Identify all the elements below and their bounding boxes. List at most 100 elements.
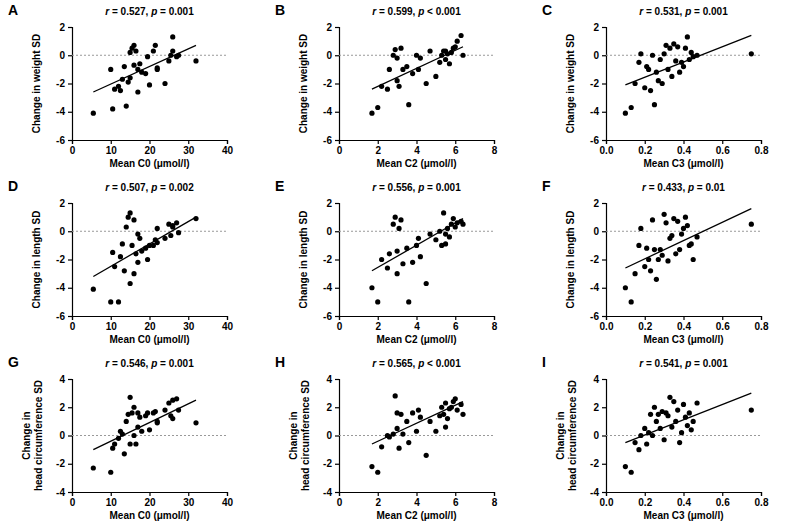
point (170, 416, 175, 421)
y-tick-mark (602, 288, 606, 289)
y-tick-mark (335, 464, 339, 465)
data-layer (606, 209, 761, 305)
point (652, 102, 657, 107)
fit-line (372, 219, 463, 271)
y-axis: -6-4-202 (590, 22, 606, 146)
x-tick: 0.6 (716, 492, 730, 508)
data-layer (339, 33, 494, 116)
point (193, 420, 198, 425)
point (629, 299, 634, 304)
x-tick: 20 (144, 140, 156, 156)
y-tick-mark (68, 140, 72, 141)
x-tick-mark (683, 492, 684, 496)
data-layer (339, 393, 494, 474)
point (133, 441, 138, 446)
x-tick: 0.2 (638, 316, 652, 332)
point (665, 413, 670, 418)
y-tick-label: -4 (56, 106, 65, 117)
x-tick-label: 8 (492, 497, 498, 508)
y-tick-mark (335, 140, 339, 141)
y-tick: -2 (323, 254, 339, 265)
y-tick-mark (68, 288, 72, 289)
x-axis-line (73, 493, 228, 497)
panel: 02468-6-4-202Br = 0.599, p < 0.001Mean C… (275, 2, 498, 169)
point (143, 71, 148, 76)
point (443, 400, 448, 405)
y-tick: 0 (593, 226, 606, 237)
point (654, 277, 659, 282)
y-tick-label: -4 (323, 487, 332, 498)
point (638, 226, 643, 231)
point (691, 257, 696, 262)
point (652, 247, 657, 252)
point (174, 220, 179, 225)
y-tick-mark (68, 231, 72, 232)
point (652, 405, 657, 410)
point (369, 464, 374, 469)
x-tick-label: 0 (337, 145, 343, 156)
point (395, 271, 400, 276)
x-tick: 0 (70, 316, 76, 332)
point (396, 84, 401, 89)
point (414, 429, 419, 434)
point (398, 217, 403, 222)
point (131, 63, 136, 68)
reference-line (339, 231, 494, 232)
point (424, 453, 429, 458)
y-axis-title: Change in weight SD (565, 34, 576, 133)
y-tick: -2 (590, 78, 606, 89)
x-tick: 10 (106, 316, 118, 332)
point (131, 271, 136, 276)
point (379, 444, 384, 449)
annotation-part: p (150, 6, 157, 17)
point (375, 299, 380, 304)
point (642, 426, 647, 431)
x-tick: 0 (337, 140, 343, 156)
y-tick-label: -4 (590, 282, 599, 293)
x-tick-label: 0 (70, 497, 76, 508)
x-tick: 0.8 (755, 492, 769, 508)
x-tick-label: 0.8 (755, 497, 769, 508)
panel-label: C (542, 2, 552, 18)
y-tick-label: 4 (326, 374, 332, 385)
y-tick-label: -4 (590, 106, 599, 117)
plot-area: 0.00.20.40.60.8-6-4-202 (590, 22, 769, 156)
panel-label: A (8, 2, 18, 18)
y-tick: -6 (590, 311, 606, 322)
y-axis: -6-4-202 (323, 22, 339, 146)
y-axis-title: Change in (288, 411, 299, 459)
y-tick-label: -2 (56, 254, 65, 265)
point (387, 251, 392, 256)
point (636, 447, 641, 452)
annotation: r = 0.433, p = 0.01 (642, 182, 725, 193)
x-axis-title: Mean C3 (μmol/l) (643, 510, 723, 521)
plot-area: 02468-4-2024 (323, 374, 498, 508)
x-tick-mark (494, 140, 495, 144)
panel: 010203040-6-4-202Ar = 0.527, p = 0.001Me… (8, 2, 233, 169)
x-axis: 0.00.20.40.60.8 (600, 316, 769, 332)
x-tick-mark (645, 316, 646, 320)
point (427, 48, 432, 53)
panel-label: H (275, 354, 285, 370)
y-tick-mark (602, 464, 606, 465)
y-tick-label: -2 (590, 254, 599, 265)
point (418, 55, 423, 60)
x-tick-mark (455, 140, 456, 144)
point (396, 226, 401, 231)
panel-label: G (8, 354, 19, 370)
point (662, 212, 667, 217)
x-tick-label: 0.0 (600, 145, 614, 156)
point (128, 441, 133, 446)
y-axis-title: Change in length SD (565, 211, 576, 309)
point (400, 431, 405, 436)
fit-line (625, 35, 751, 84)
y-tick: 4 (593, 374, 606, 385)
point (642, 85, 647, 90)
x-tick-mark (455, 316, 456, 320)
x-tick-mark (416, 492, 417, 496)
y-axis-line (68, 380, 73, 493)
y-tick-label: 2 (59, 22, 65, 33)
annotation: r = 0.556, p = 0.001 (372, 182, 461, 193)
y-axis: -6-4-202 (590, 198, 606, 322)
point (636, 243, 641, 248)
